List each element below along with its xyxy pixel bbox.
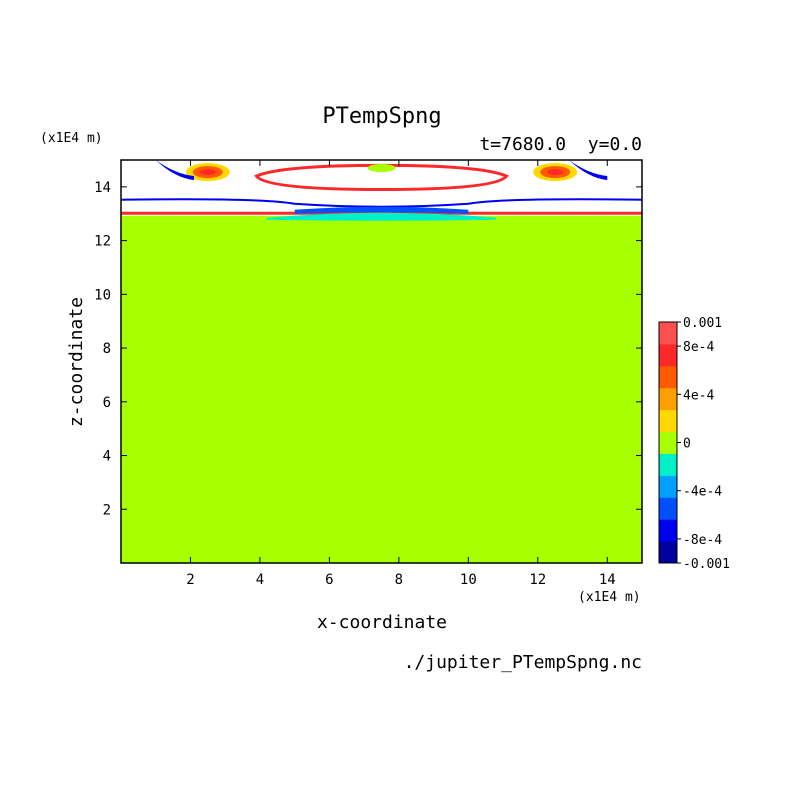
negative-blue-band	[294, 206, 469, 214]
y-tick-label: 14	[94, 180, 111, 196]
colorbar-tick-label: -8e-4	[683, 533, 722, 548]
x-tick-label: 2	[186, 572, 194, 588]
colorbar-swatch	[659, 453, 677, 476]
colorbar-swatch	[659, 322, 677, 345]
positive-dome-contour	[254, 163, 509, 192]
x-axis-label: x-coordinate	[317, 612, 447, 633]
y-tick-label: 4	[103, 449, 111, 465]
positive-lobe-core	[547, 169, 564, 176]
negative-contour-line	[120, 198, 643, 208]
central-positive-cap	[367, 164, 396, 173]
y-tick-label: 2	[103, 502, 111, 518]
x-unit-label: (x1E4 m)	[578, 590, 641, 605]
colorbar-swatch	[659, 475, 677, 498]
plot-area: 2 4 6 8 10 12 14 2 4 6 8 10 12 14	[94, 159, 643, 588]
colorbar-swatch	[659, 365, 677, 389]
colorbar-swatch	[659, 387, 677, 411]
colorbar-swatch	[659, 431, 677, 454]
positive-lobe-core	[199, 169, 216, 176]
x-tick-label: 14	[599, 572, 616, 588]
colorbar-swatch	[659, 541, 677, 564]
colorbar-tick-label: 4e-4	[683, 388, 714, 403]
colorbar-swatch	[659, 519, 677, 542]
x-axis: 2 4 6 8 10 12 14	[186, 160, 616, 588]
y-unit-label: (x1E4 m)	[40, 131, 103, 146]
colorbar-tick-label: -4e-4	[683, 485, 722, 500]
x-tick-label: 4	[256, 572, 264, 588]
colorbar-swatch	[659, 497, 677, 520]
y-tick-label: 10	[94, 287, 111, 303]
y-axis-label: z-coordinate	[66, 297, 87, 427]
x-tick-label: 12	[529, 572, 546, 588]
colorbar-tick-label: 8e-4	[683, 340, 714, 355]
x-tick-label: 10	[460, 572, 477, 588]
chart-title: PTempSpng	[322, 104, 441, 129]
y-tick-label: 6	[103, 395, 111, 411]
y-tick-label: 12	[94, 234, 111, 250]
plot-frame	[120, 159, 643, 564]
source-file-label: ./jupiter_PTempSpng.nc	[404, 652, 642, 673]
negative-fringe	[569, 160, 608, 180]
plot-background	[121, 160, 642, 563]
colorbar-tick-label: 0.001	[683, 316, 722, 331]
colorbar-tick-label: 0	[683, 437, 691, 452]
x-tick-label: 6	[325, 572, 333, 588]
colorbar-swatch	[659, 409, 677, 433]
colorbar-tick-label: -0.001	[683, 557, 730, 572]
x-tick-label: 8	[395, 572, 403, 588]
y-axis: 2 4 6 8 10 12 14	[94, 180, 642, 518]
colorbar-swatch	[659, 343, 677, 367]
y-tick-label: 8	[103, 341, 111, 357]
negative-cyan-band	[266, 212, 497, 221]
negative-fringe	[155, 160, 194, 180]
colorbar: -0.001 -8e-4 -4e-4 0 4e-4 8e-4 0.001	[658, 316, 730, 572]
chart-subtitle: t=7680.0 y=0.0	[479, 134, 642, 155]
